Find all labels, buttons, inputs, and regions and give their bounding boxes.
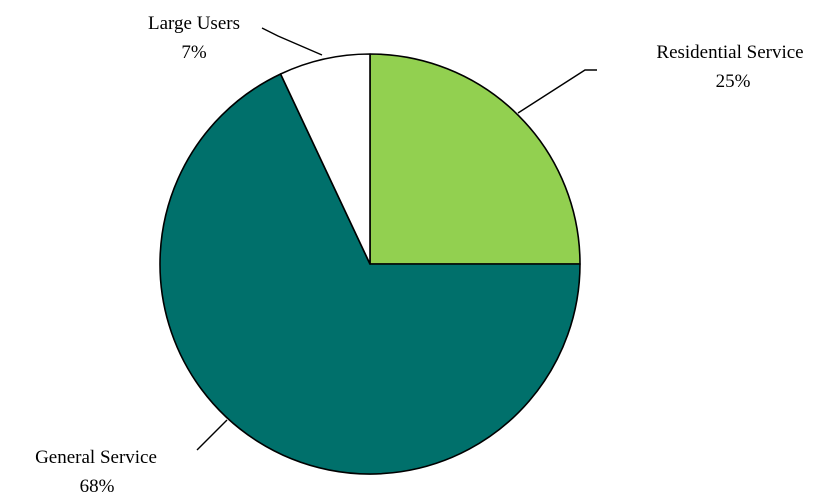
pie-slice-residential-service bbox=[369, 53, 581, 265]
pie-slice-general-service bbox=[159, 73, 581, 475]
pie-slice-large-users bbox=[279, 53, 371, 265]
leader-lines bbox=[196, 27, 597, 451]
leader-line-general-service bbox=[196, 419, 228, 451]
slice-value-general-service: 68% bbox=[80, 476, 115, 496]
leader-line-residential-service bbox=[517, 69, 597, 114]
pie-slices bbox=[159, 53, 581, 475]
slice-label-general-service: General Service bbox=[35, 447, 157, 468]
slice-label-large-users: Large Users bbox=[148, 13, 240, 34]
leader-line-large-users bbox=[261, 27, 323, 56]
slice-value-residential-service: 25% bbox=[716, 71, 751, 92]
slice-value-large-users: 7% bbox=[181, 42, 207, 63]
slice-label-residential-service: Residential Service bbox=[656, 42, 803, 63]
